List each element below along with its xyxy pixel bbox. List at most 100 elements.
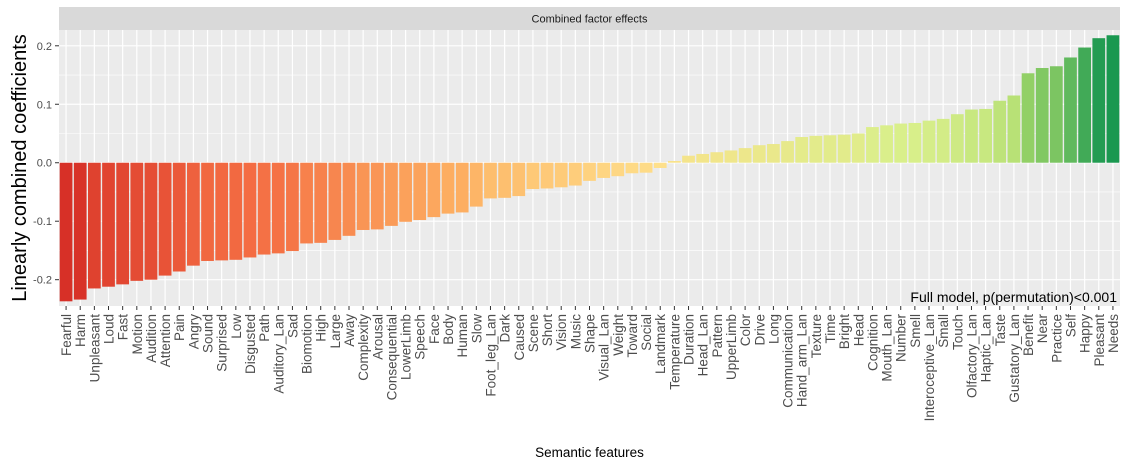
x-tick-label: Arousal [370, 314, 385, 360]
bar-landmark [653, 162, 667, 168]
bar-complexity [356, 162, 370, 230]
bar-cognition [866, 127, 879, 163]
x-tick-label: Interoceptive_Lan [922, 314, 937, 421]
bar-happy [1078, 47, 1091, 163]
x-tick-label: Long [766, 314, 781, 344]
bar-fast [116, 162, 130, 285]
bar-face [427, 162, 441, 218]
bar-pattern [710, 152, 724, 163]
x-tick-label: Angry [186, 314, 201, 350]
bars [59, 35, 1120, 302]
y-tick-label: -0.1 [33, 216, 52, 228]
x-tick-label: UpperLimb [724, 314, 739, 380]
x-tick-label: Face [427, 314, 442, 344]
x-tick-label: Color [738, 314, 753, 347]
bar-long [767, 144, 780, 163]
bar-color [738, 148, 752, 163]
bar-body [441, 162, 455, 214]
bar-mouth-lan [880, 125, 893, 163]
bar-head-lan [696, 153, 710, 163]
x-tick-label: Happy [1078, 314, 1093, 353]
bar-surprised [215, 162, 229, 261]
bar-human [455, 162, 469, 213]
bar-speech [413, 162, 427, 221]
bar-number [894, 123, 908, 163]
x-tick-label: Bright [837, 314, 852, 350]
bar-angry [187, 162, 200, 266]
x-tick-label: Landmark [653, 314, 668, 374]
x-tick-label: Benefit [1021, 314, 1036, 356]
x-tick-label: Smell [908, 314, 923, 348]
bar-harm [73, 162, 87, 300]
x-tick-label: Away [342, 314, 357, 347]
bar-slow [469, 162, 483, 207]
bar-scene [526, 162, 540, 190]
bar-upperlimb [724, 150, 738, 163]
bar-small [936, 118, 950, 163]
y-tick-label: 0.1 [37, 99, 52, 111]
bar-foot-leg-lan [484, 162, 497, 199]
x-tick-label: Head_Lan [696, 314, 711, 376]
bar-time [823, 135, 837, 163]
bar-biomotion [300, 162, 313, 244]
x-tick-label: Duration [682, 314, 697, 365]
x-tick-label: Disgusted [243, 314, 258, 374]
x-tick-label: Biomotion [300, 314, 315, 374]
bar-self [1064, 57, 1077, 163]
bar-pain [172, 162, 186, 272]
x-tick-label: Communication [781, 314, 796, 408]
x-tick-label: Cognition [865, 314, 880, 371]
permutation-annotation: Full model, p(permutation)<0.001 [910, 289, 1117, 305]
x-tick-label: Foot_leg_Lan [483, 314, 498, 397]
bar-head [851, 133, 865, 163]
x-tick-label: Texture [809, 314, 824, 358]
x-tick-label: Loud [102, 314, 117, 344]
x-tick-label: Vision [554, 314, 569, 351]
x-tick-label: Pain [172, 314, 187, 341]
bar-touch [950, 114, 964, 163]
x-tick-label: Path [257, 314, 272, 342]
bar-smell [908, 122, 922, 163]
bar-disgusted [243, 162, 257, 258]
x-tick-label: Large [328, 314, 343, 349]
bar-needs [1106, 35, 1120, 163]
bar-temperature [668, 160, 681, 163]
x-tick-label: Consequential [384, 314, 399, 400]
x-tick-label: Head [851, 314, 866, 346]
x-tick-label: Harm [73, 314, 88, 347]
x-tick-label: Caused [512, 314, 527, 361]
x-tick-label: Toward [625, 314, 640, 358]
x-tick-label: LowerLimb [399, 314, 414, 380]
bar-music [568, 162, 582, 186]
x-tick-label: Drive [752, 314, 767, 346]
x-tick-label: Haptic_Lan [979, 314, 994, 382]
bar-bright [837, 134, 851, 163]
y-axis-ticks: -0.2 -0.1 0.0 0.1 0.2 [33, 41, 59, 287]
x-tick-label: Unpleasant [87, 314, 102, 383]
x-tick-label: Temperature [667, 314, 682, 390]
bar-vision [554, 162, 568, 188]
x-tick-label: Scene [526, 314, 541, 352]
x-tick-label: Motion [130, 314, 145, 355]
bar-benefit [1021, 73, 1035, 163]
x-tick-label: Body [441, 314, 456, 345]
facet-strip [59, 7, 1120, 30]
x-tick-label: Slow [469, 314, 484, 344]
y-tick-label: -0.2 [33, 275, 52, 287]
y-tick-label: 0.2 [37, 41, 52, 53]
x-tick-label: Surprised [215, 314, 230, 372]
x-tick-label: Audition [144, 314, 159, 363]
x-tick-label: Music [568, 314, 583, 350]
bar-pleasant [1092, 38, 1106, 163]
x-tick-label: Pleasant [1092, 314, 1107, 367]
bar-social [639, 162, 653, 173]
x-axis-ticks: Fearful Harm Unpleasant Loud Fast Motion Audit… [59, 306, 1121, 421]
bar-shape [583, 162, 596, 181]
x-tick-label: Social [639, 314, 654, 351]
bar-caused [512, 162, 526, 197]
x-tick-label: Hand_arm_Lan [795, 314, 810, 407]
bar-consequential [385, 162, 398, 226]
bar-interoceptive-lan [922, 120, 936, 163]
y-axis-title: Linearly combined coefficients [9, 34, 31, 302]
